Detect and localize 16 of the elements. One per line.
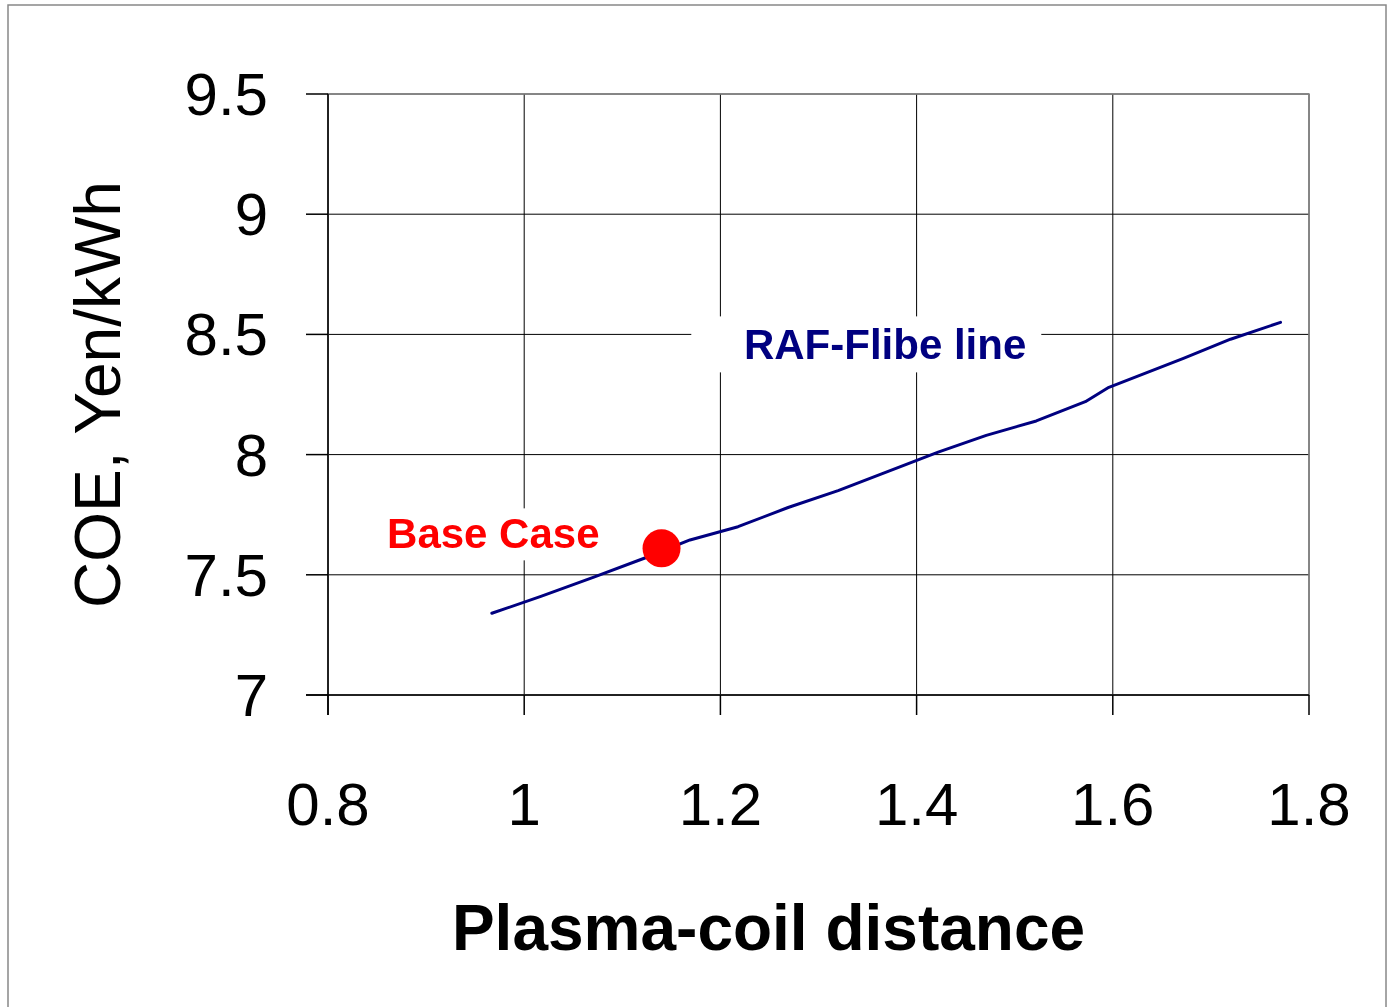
x-tick-label: 1.2	[678, 771, 763, 838]
y-tick-label: 7.5	[184, 541, 268, 609]
y-axis-title: COE, Yen/kWh	[62, 181, 134, 608]
y-tick-label: 9.5	[184, 61, 268, 128]
series-label: RAF-Flibe line	[743, 321, 1027, 369]
x-tick-label: 1.4	[874, 771, 959, 838]
y-tick-label: 8.5	[184, 301, 268, 369]
series-label: Base Case	[387, 510, 600, 558]
x-tick-label: 1.8	[1267, 771, 1351, 838]
y-tick-label: 7	[234, 662, 268, 729]
x-axis-title: Plasma-coil distance	[451, 892, 1086, 964]
y-tick-label: 9	[234, 181, 268, 249]
y-tick-label: 8	[234, 421, 268, 489]
x-tick-label: 1.6	[1071, 771, 1155, 838]
x-tick-label: 1	[507, 771, 541, 838]
x-tick-label: 0.8	[286, 771, 370, 838]
